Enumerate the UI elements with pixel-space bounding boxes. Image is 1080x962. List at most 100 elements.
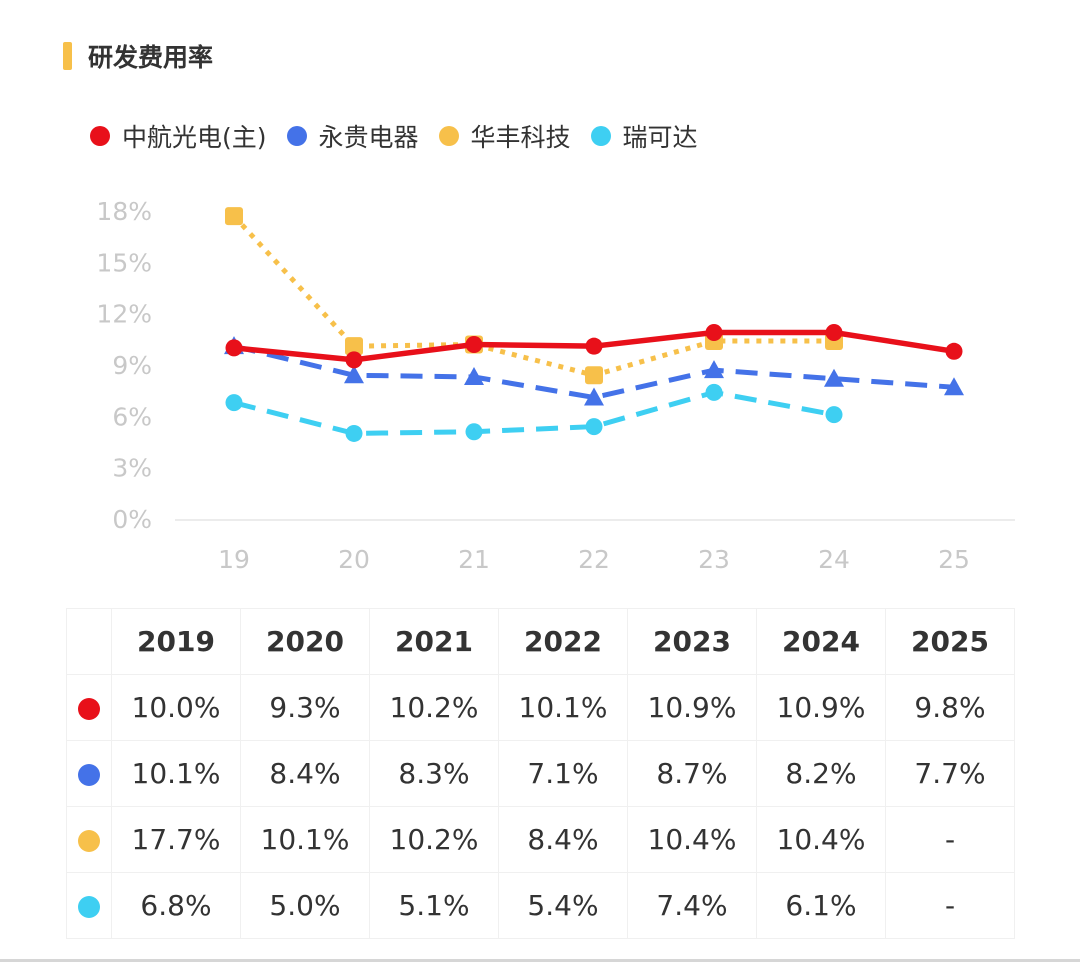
table-cell: 5.1% bbox=[369, 872, 499, 939]
table-header-row: 2019 2020 2021 2022 2023 2024 2025 bbox=[66, 608, 1015, 675]
x-tick-label: 23 bbox=[698, 545, 730, 574]
data-point[interactable] bbox=[945, 342, 963, 360]
data-point[interactable] bbox=[344, 365, 364, 384]
data-point[interactable] bbox=[225, 394, 243, 412]
data-point[interactable] bbox=[585, 337, 603, 355]
data-point[interactable] bbox=[225, 339, 243, 357]
table-cell: 8.3% bbox=[369, 740, 499, 807]
table-cell: 10.4% bbox=[756, 806, 886, 873]
title-accent-bar bbox=[63, 42, 72, 70]
table-cell: 9.8% bbox=[885, 674, 1015, 741]
x-tick-label: 19 bbox=[218, 545, 250, 574]
table-cell: 10.1% bbox=[498, 674, 628, 741]
table-cell: 5.0% bbox=[240, 872, 370, 939]
data-table: 2019 2020 2021 2022 2023 2024 2025 10.0% 9.3% 10… bbox=[66, 608, 1015, 939]
table-year-header: 2022 bbox=[498, 608, 628, 675]
y-tick-label: 15% bbox=[96, 248, 152, 277]
data-point[interactable] bbox=[584, 387, 604, 406]
legend-dot-icon bbox=[90, 126, 110, 146]
data-point[interactable] bbox=[585, 366, 603, 385]
table-cell: 9.3% bbox=[240, 674, 370, 741]
legend: 中航光电(主) 永贵电器 华丰科技 瑞可达 bbox=[90, 118, 718, 154]
legend-item[interactable]: 华丰科技 bbox=[438, 118, 571, 154]
data-point[interactable] bbox=[345, 337, 363, 356]
x-tick-label: 21 bbox=[458, 545, 490, 574]
chart-title: 研发费用率 bbox=[88, 43, 214, 72]
data-point[interactable] bbox=[705, 383, 723, 401]
table-cell: 8.7% bbox=[627, 740, 757, 807]
table-cell: 6.1% bbox=[756, 872, 886, 939]
table-row: 10.1% 8.4% 8.3% 7.1% 8.7% 8.2% 7.7% bbox=[66, 740, 1015, 807]
table-cell: 7.1% bbox=[498, 740, 628, 807]
data-point[interactable] bbox=[825, 406, 843, 424]
data-point[interactable] bbox=[465, 423, 483, 441]
table-series-marker-cell bbox=[66, 674, 112, 741]
x-tick-label: 20 bbox=[338, 545, 370, 574]
table-cell: - bbox=[885, 872, 1015, 939]
legend-item[interactable]: 永贵电器 bbox=[286, 118, 419, 154]
table-year-header: 2024 bbox=[756, 608, 886, 675]
table-cell: - bbox=[885, 806, 1015, 873]
legend-label: 瑞可达 bbox=[622, 123, 698, 152]
x-tick-label: 25 bbox=[938, 545, 970, 574]
legend-label: 中航光电(主) bbox=[122, 123, 267, 152]
legend-label: 华丰科技 bbox=[470, 123, 571, 152]
data-point[interactable] bbox=[585, 418, 603, 436]
table-cell: 8.4% bbox=[498, 806, 628, 873]
table-series-marker-cell bbox=[66, 872, 112, 939]
data-point[interactable] bbox=[345, 424, 363, 442]
table-cell: 6.8% bbox=[111, 872, 241, 939]
data-point[interactable] bbox=[704, 360, 724, 379]
table-corner-cell bbox=[66, 608, 112, 675]
table-cell: 10.4% bbox=[627, 806, 757, 873]
table-cell: 10.9% bbox=[627, 674, 757, 741]
legend-item[interactable]: 中航光电(主) bbox=[90, 118, 267, 154]
table-cell: 7.7% bbox=[885, 740, 1015, 807]
table-cell: 7.4% bbox=[627, 872, 757, 939]
table-row: 10.0% 9.3% 10.2% 10.1% 10.9% 10.9% 9.8% bbox=[66, 674, 1015, 741]
bottom-divider bbox=[0, 959, 1080, 962]
table-cell: 10.2% bbox=[369, 806, 499, 873]
data-point[interactable] bbox=[705, 323, 723, 341]
table-row: 17.7% 10.1% 10.2% 8.4% 10.4% 10.4% - bbox=[66, 806, 1015, 873]
legend-dot-icon bbox=[286, 126, 307, 146]
table-year-header: 2019 bbox=[111, 608, 241, 675]
table-year-header: 2025 bbox=[885, 608, 1015, 675]
series-dot-icon bbox=[78, 830, 100, 852]
y-tick-label: 3% bbox=[112, 454, 152, 483]
table-cell: 5.4% bbox=[498, 872, 628, 939]
data-point[interactable] bbox=[345, 351, 363, 369]
y-tick-label: 6% bbox=[112, 402, 152, 431]
legend-dot-icon bbox=[438, 126, 459, 146]
table-cell: 10.1% bbox=[240, 806, 370, 873]
table-cell: 8.2% bbox=[756, 740, 886, 807]
x-tick-label: 24 bbox=[818, 545, 850, 574]
table-cell: 10.1% bbox=[111, 740, 241, 807]
series-dot-icon bbox=[78, 764, 100, 786]
y-tick-label: 9% bbox=[112, 351, 152, 380]
y-tick-label: 18% bbox=[96, 197, 152, 226]
table-year-header: 2023 bbox=[627, 608, 757, 675]
data-point[interactable] bbox=[464, 366, 484, 385]
table-cell: 10.2% bbox=[369, 674, 499, 741]
table-year-header: 2021 bbox=[369, 608, 499, 675]
legend-item[interactable]: 瑞可达 bbox=[590, 118, 698, 154]
data-point[interactable] bbox=[825, 323, 843, 341]
line-chart: 0% 3% 6% 9% 12% 15% 18% 19 20 21 22 23 24 25 bbox=[96, 197, 1015, 574]
legend-label: 永贵电器 bbox=[318, 123, 419, 152]
legend-dot-icon bbox=[590, 126, 611, 146]
data-point[interactable] bbox=[465, 335, 483, 353]
data-point[interactable] bbox=[944, 377, 964, 396]
table-series-marker-cell bbox=[66, 806, 112, 873]
series-line bbox=[232, 214, 834, 378]
y-tick-label: 0% bbox=[112, 505, 152, 534]
table-row: 6.8% 5.0% 5.1% 5.4% 7.4% 6.1% - bbox=[66, 872, 1015, 939]
data-point[interactable] bbox=[225, 207, 243, 226]
y-tick-label: 12% bbox=[96, 300, 152, 329]
table-series-marker-cell bbox=[66, 740, 112, 807]
table-cell: 10.9% bbox=[756, 674, 886, 741]
series-line bbox=[233, 389, 835, 436]
table-cell: 8.4% bbox=[240, 740, 370, 807]
series-dot-icon bbox=[78, 896, 100, 918]
data-point[interactable] bbox=[824, 368, 844, 387]
